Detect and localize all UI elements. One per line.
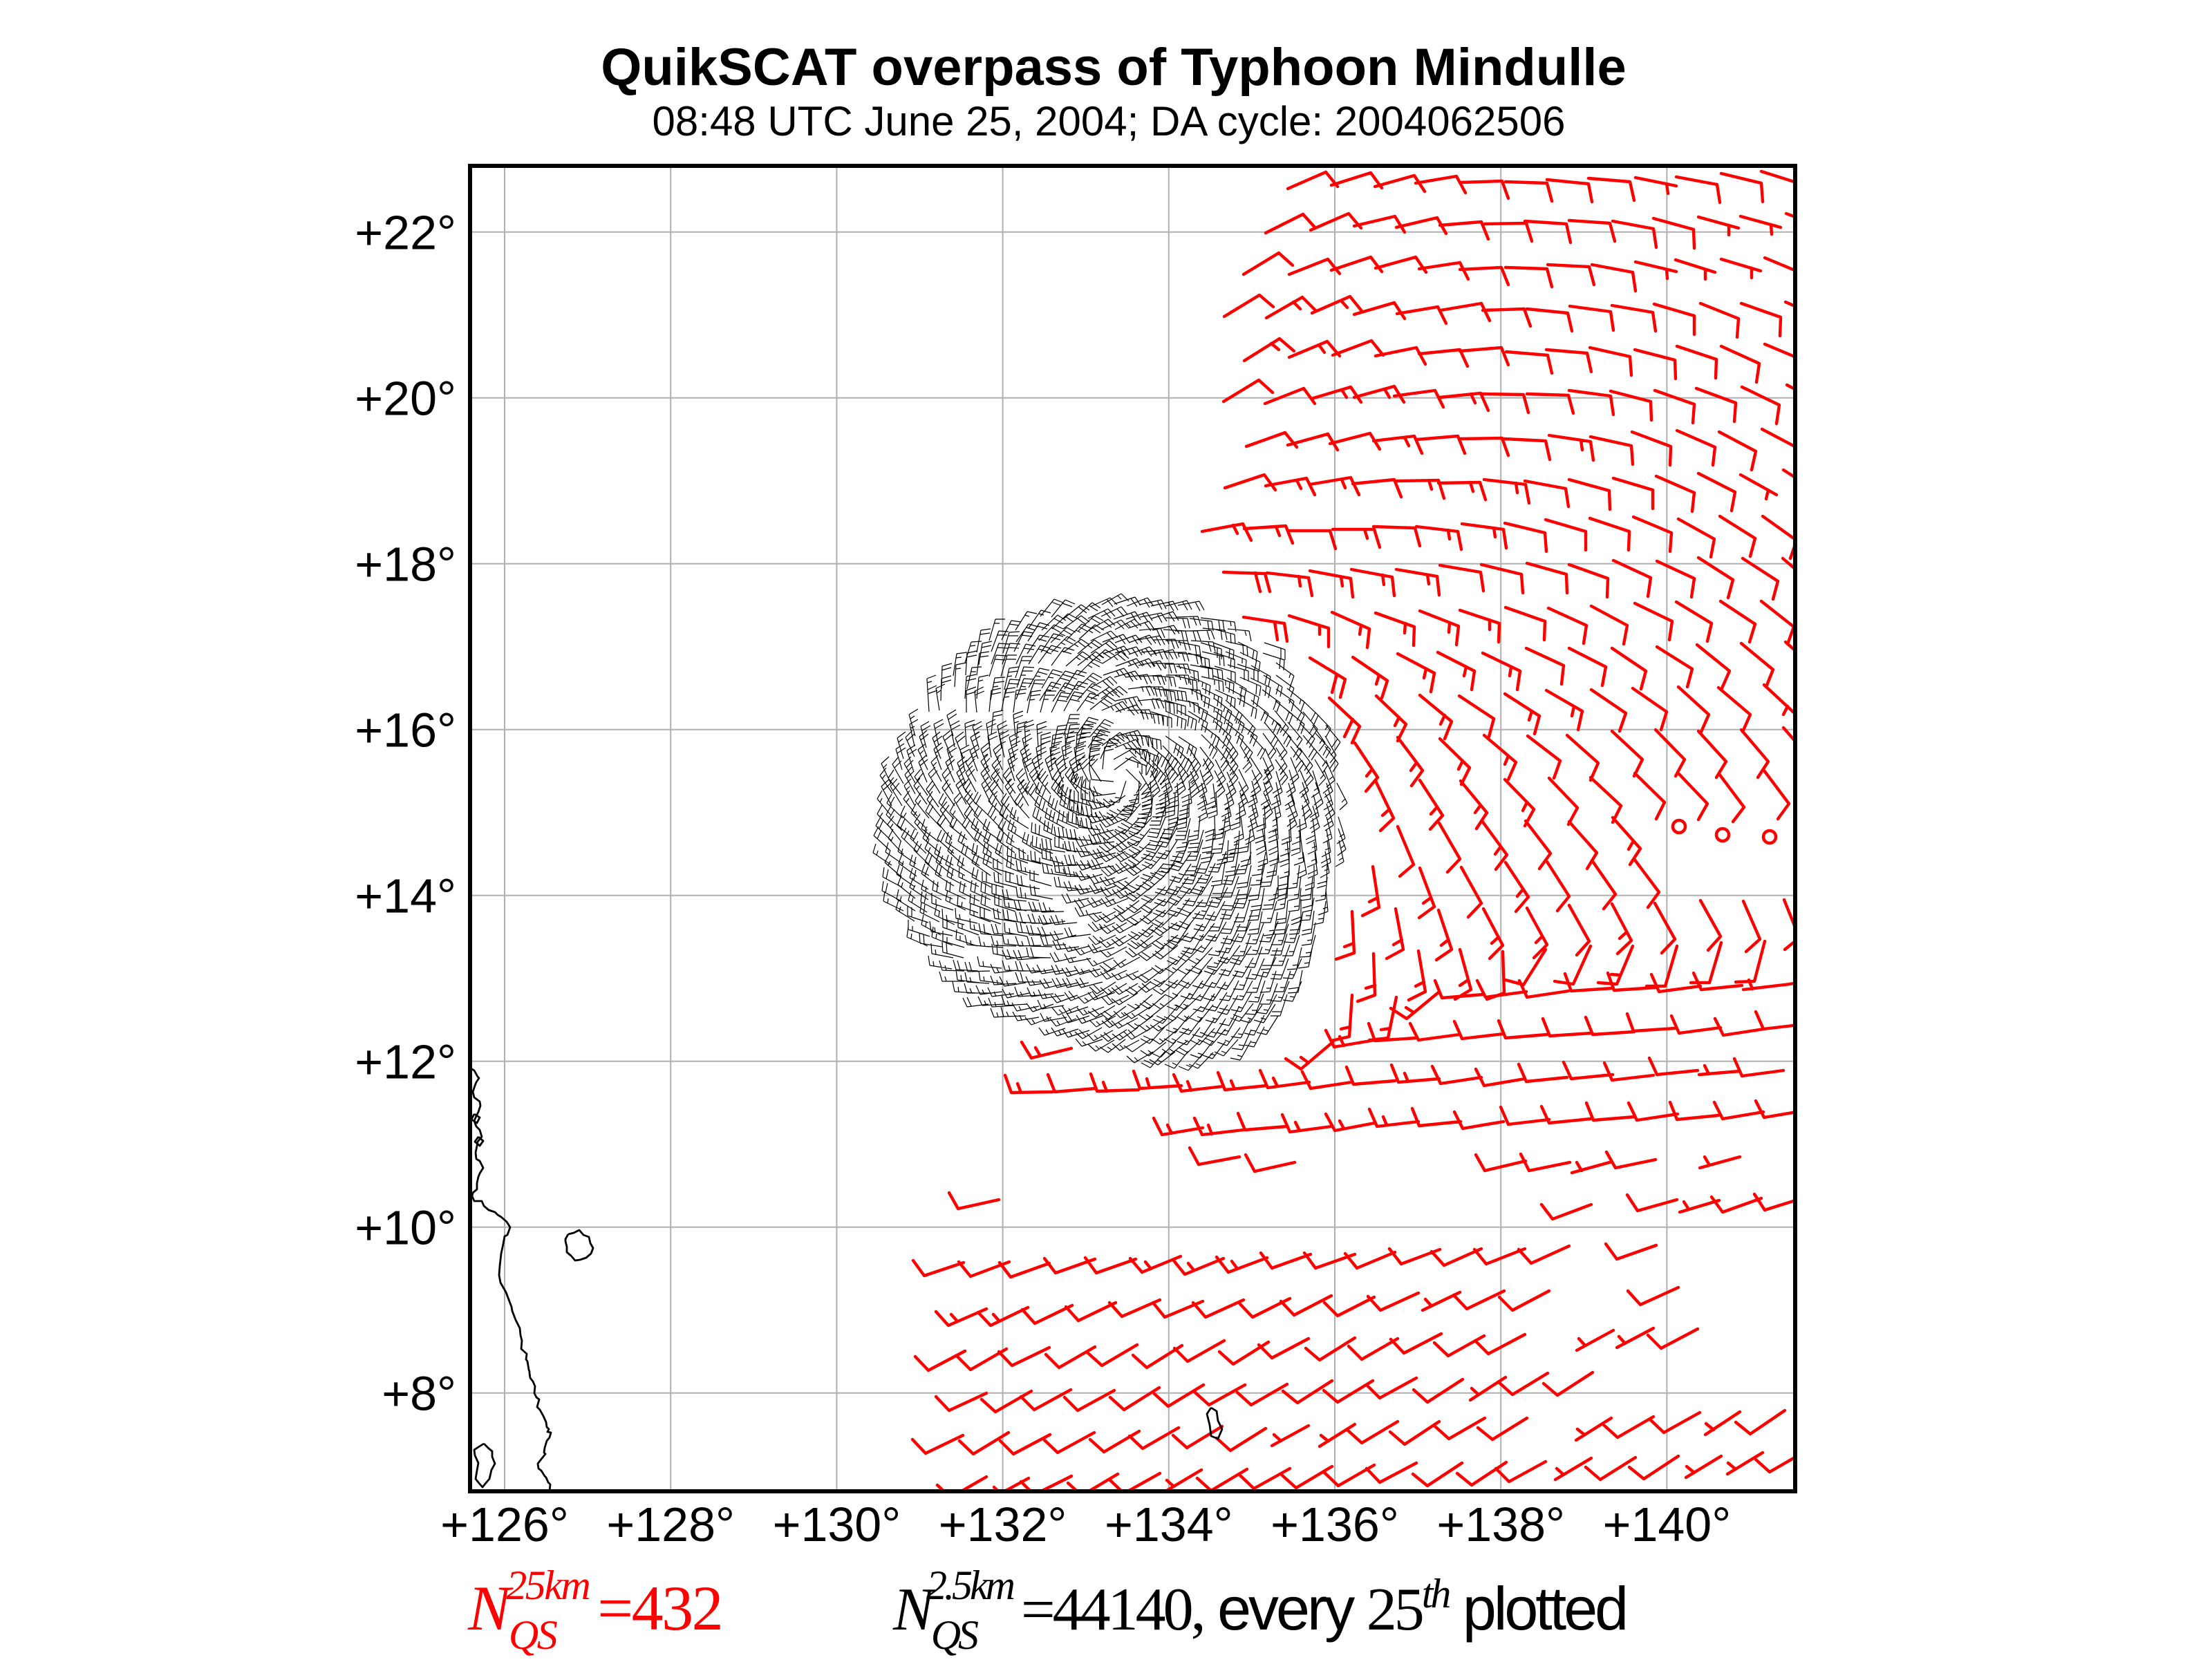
svg-text:+140°: +140° (1603, 1498, 1732, 1551)
svg-text:+136°: +136° (1271, 1498, 1399, 1551)
svg-text:+132°: +132° (939, 1498, 1067, 1551)
svg-text:+20°: +20° (355, 372, 456, 426)
svg-text:+130°: +130° (773, 1498, 901, 1551)
svg-text:+16°: +16° (355, 703, 456, 757)
svg-text:08:48 UTC June 25, 2004; DA cy: 08:48 UTC June 25, 2004; DA cycle: 20040… (653, 98, 1566, 144)
svg-text:+8°: +8° (382, 1367, 456, 1421)
svg-text:+10°: +10° (355, 1201, 456, 1255)
svg-text:+128°: +128° (606, 1498, 735, 1551)
svg-text:+14°: +14° (355, 869, 456, 923)
svg-text:+18°: +18° (355, 538, 456, 592)
svg-text:+126°: +126° (440, 1498, 569, 1551)
svg-text:+22°: +22° (355, 206, 456, 260)
svg-text:QuikSCAT overpass of Typhoon M: QuikSCAT overpass of Typhoon Mindulle (601, 38, 1626, 97)
svg-text:+12°: +12° (355, 1035, 456, 1089)
svg-text:+134°: +134° (1105, 1498, 1233, 1551)
svg-text:+138°: +138° (1436, 1498, 1565, 1551)
